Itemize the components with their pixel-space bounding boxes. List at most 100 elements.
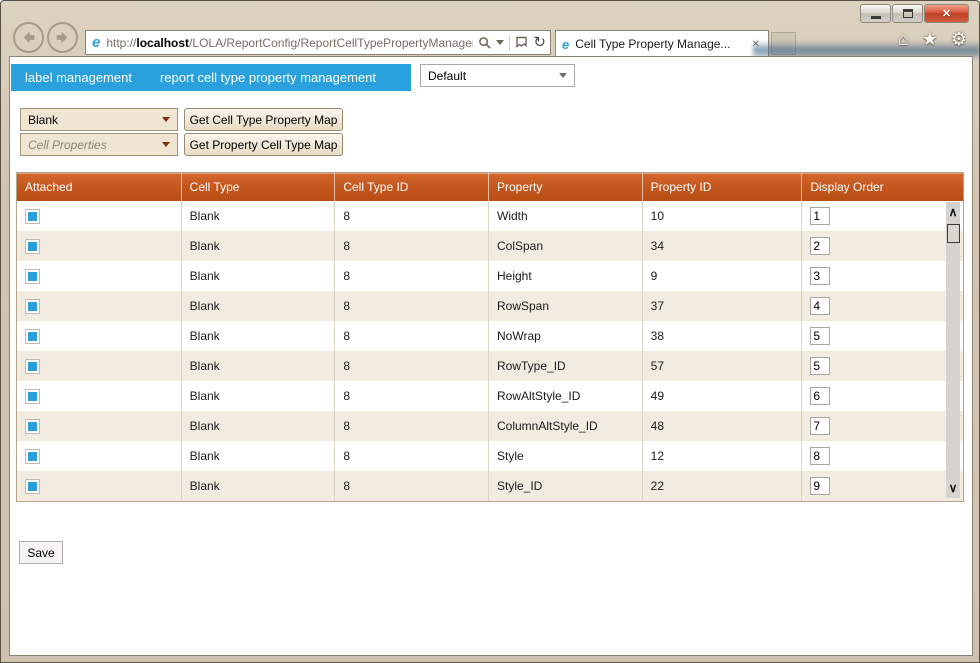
display-order-input[interactable]: [810, 357, 831, 375]
default-view-select[interactable]: Default: [420, 64, 575, 87]
search-icon[interactable]: [478, 36, 492, 49]
top-nav-bar: label management report cell type proper…: [11, 64, 411, 91]
checkbox-fill-icon: [28, 361, 37, 371]
display-order-input[interactable]: [810, 297, 831, 315]
maximize-button[interactable]: [892, 4, 923, 23]
table-row: Blank 8 RowSpan 37: [17, 291, 963, 321]
property-cell: RowSpan: [488, 291, 642, 321]
attached-checkbox[interactable]: [25, 208, 40, 224]
chevron-down-icon: [559, 73, 567, 78]
table-row: Blank 8 Height 9: [17, 261, 963, 291]
close-button[interactable]: ✕: [924, 4, 969, 23]
cell-type-cell: Blank: [180, 261, 335, 291]
property-id-cell: 34: [641, 231, 802, 261]
checkbox-fill-icon: [28, 331, 37, 341]
nav-link-label-management[interactable]: label management: [25, 70, 132, 85]
cell-type-id-cell: 8: [334, 441, 488, 471]
display-order-input[interactable]: [810, 207, 831, 225]
display-order-input[interactable]: [810, 477, 831, 495]
cell-type-select[interactable]: Blank: [20, 108, 178, 131]
cell-type-cell: Blank: [180, 201, 335, 231]
attached-checkbox[interactable]: [25, 328, 40, 344]
minimize-icon: [870, 16, 881, 19]
property-map-table: Attached Cell Type Cell Type ID Property…: [16, 172, 964, 502]
cell-type-cell: Blank: [180, 411, 335, 441]
display-order-input[interactable]: [810, 327, 831, 345]
cell-type-id-cell: 8: [334, 351, 488, 381]
compatibility-view-icon[interactable]: [515, 36, 528, 50]
tools-gear-icon[interactable]: ⚙: [950, 29, 967, 49]
checkbox-fill-icon: [28, 391, 37, 401]
cell-type-id-cell: 8: [334, 321, 488, 351]
get-property-cell-type-map-button[interactable]: Get Property Cell Type Map: [184, 133, 343, 156]
property-id-cell: 37: [641, 291, 802, 321]
property-id-cell: 49: [641, 381, 802, 411]
cell-properties-placeholder: Cell Properties: [28, 137, 107, 152]
property-id-cell: 9: [641, 261, 802, 291]
column-header-cell-type: Cell Type: [180, 173, 335, 201]
attached-checkbox[interactable]: [25, 268, 40, 284]
page-content: label management report cell type proper…: [9, 56, 973, 656]
checkbox-fill-icon: [28, 451, 37, 461]
column-header-cell-type-id: Cell Type ID: [334, 173, 488, 201]
search-dropdown-caret-icon[interactable]: [496, 40, 505, 45]
command-bar: ⌂ ★ ⚙: [885, 29, 967, 49]
property-id-cell: 38: [641, 321, 802, 351]
display-order-input[interactable]: [810, 387, 831, 405]
property-cell: Style: [488, 441, 642, 471]
tab-close-icon[interactable]: ✕: [751, 38, 760, 50]
cell-type-id-cell: 8: [334, 471, 488, 501]
back-button[interactable]: [13, 22, 44, 53]
table-row: Blank 8 Width 10: [17, 201, 963, 231]
window-controls: ✕: [859, 4, 969, 23]
table-row: Blank 8 ColumnAltStyle_ID 48: [17, 411, 963, 441]
display-order-input[interactable]: [810, 447, 831, 465]
checkbox-fill-icon: [28, 271, 37, 281]
attached-checkbox[interactable]: [25, 388, 40, 404]
checkbox-fill-icon: [28, 211, 37, 221]
back-arrow-icon: [23, 31, 35, 44]
property-cell: NoWrap: [488, 321, 642, 351]
table-header-row: Attached Cell Type Cell Type ID Property…: [17, 173, 963, 201]
table-scrollbar[interactable]: ∧ ∨: [946, 202, 960, 498]
cell-type-id-cell: 8: [334, 411, 488, 441]
column-header-property: Property: [488, 173, 642, 201]
display-order-input[interactable]: [810, 267, 831, 285]
home-icon[interactable]: ⌂: [897, 29, 909, 49]
attached-checkbox[interactable]: [25, 418, 40, 434]
cell-properties-select[interactable]: Cell Properties: [20, 133, 178, 156]
refresh-icon[interactable]: ↻: [533, 34, 546, 51]
address-bar[interactable]: e http://localhost/LOLA/ReportConfig/Rep…: [85, 30, 551, 55]
url-text[interactable]: http://localhost/LOLA/ReportConfig/Repor…: [106, 35, 474, 50]
forward-button[interactable]: [47, 22, 78, 53]
chevron-down-icon: [162, 142, 170, 147]
new-tab-button[interactable]: [771, 32, 796, 55]
attached-checkbox[interactable]: [25, 298, 40, 314]
display-order-input[interactable]: [810, 417, 831, 435]
favorites-star-icon[interactable]: ★: [921, 29, 938, 49]
table-row: Blank 8 Style 12: [17, 441, 963, 471]
minimize-button[interactable]: [860, 4, 891, 23]
attached-checkbox[interactable]: [25, 478, 40, 494]
property-id-cell: 12: [641, 441, 802, 471]
nav-link-report-cell-type-property-management[interactable]: report cell type property management: [159, 70, 377, 85]
scroll-down-icon[interactable]: ∨: [948, 481, 958, 495]
column-header-attached: Attached: [25, 180, 73, 194]
tab-title: Cell Type Property Manage...: [575, 37, 731, 51]
default-view-value: Default: [428, 68, 467, 83]
scrollbar-thumb[interactable]: [946, 224, 960, 243]
cell-type-id-cell: 8: [334, 381, 488, 411]
checkbox-fill-icon: [28, 421, 37, 431]
attached-checkbox[interactable]: [25, 448, 40, 464]
close-icon: ✕: [941, 8, 952, 20]
save-button[interactable]: Save: [19, 541, 63, 564]
cell-type-select-value: Blank: [28, 112, 59, 127]
get-cell-type-property-map-button[interactable]: Get Cell Type Property Map: [184, 108, 343, 131]
browser-tab[interactable]: e Cell Type Property Manage... ✕: [555, 30, 769, 57]
attached-checkbox[interactable]: [25, 358, 40, 374]
attached-checkbox[interactable]: [25, 238, 40, 254]
display-order-input[interactable]: [810, 237, 831, 255]
scroll-up-icon[interactable]: ∧: [948, 205, 958, 219]
table-body: Blank 8 Width 10 Blank 8 ColSpan 34 Blan: [17, 201, 963, 501]
property-id-cell: 57: [641, 351, 802, 381]
